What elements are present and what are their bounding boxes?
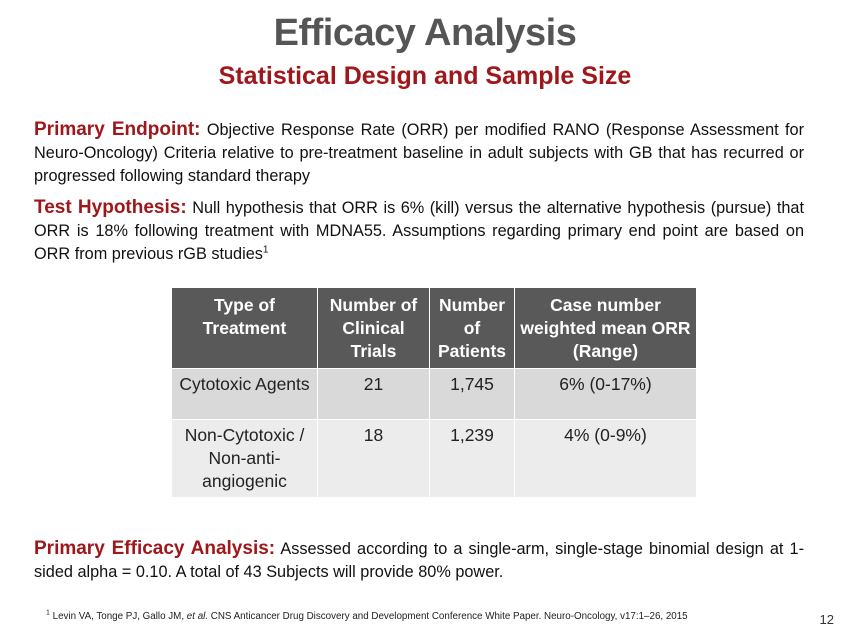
cell-patients: 1,239 — [429, 419, 515, 498]
header-number-of-patients: Number of Patients — [429, 287, 515, 369]
footnote: 1 Levin VA, Tonge PJ, Gallo JM, et al. C… — [46, 609, 688, 622]
header-number-of-clinical-trials: Number of Clinical Trials — [317, 287, 430, 369]
footnote-marker: 1 — [46, 609, 50, 617]
footnote-authors: Levin VA, Tonge PJ, Gallo JM, — [52, 611, 185, 622]
table-header-row: Type of Treatment Number of Clinical Tri… — [171, 287, 697, 369]
cell-treatment: Non-Cytotoxic / Non-anti-angiogenic — [171, 419, 318, 498]
test-hypothesis-paragraph: Test Hypothesis: Null hypothesis that OR… — [34, 196, 804, 266]
primary-endpoint-label: Primary Endpoint: — [34, 119, 201, 140]
table-row: Non-Cytotoxic / Non-anti-angiogenic 18 1… — [171, 419, 697, 498]
slide-title: Efficacy Analysis — [273, 12, 577, 54]
header-weighted-mean-orr: Case number weighted mean ORR (Range) — [514, 287, 697, 369]
cell-patients: 1,745 — [429, 368, 515, 420]
primary-efficacy-paragraph: Primary Efficacy Analysis: Assessed acco… — [34, 537, 804, 584]
footnote-citation: CNS Anticancer Drug Discovery and Develo… — [210, 611, 688, 622]
primary-efficacy-label: Primary Efficacy Analysis: — [34, 538, 276, 559]
test-hypothesis-footnote-ref: 1 — [262, 244, 269, 256]
test-hypothesis-label: Test Hypothesis: — [34, 197, 187, 218]
cell-treatment: Cytotoxic Agents — [171, 368, 318, 420]
header-type-of-treatment: Type of Treatment — [171, 287, 318, 369]
cell-orr: 6% (0-17%) — [514, 368, 697, 420]
test-hypothesis-text: Null hypothesis that ORR is 6% (kill) ve… — [34, 199, 804, 263]
cell-trials: 21 — [317, 368, 430, 420]
primary-endpoint-text: Objective Response Rate (ORR) per modifi… — [34, 121, 804, 185]
cell-orr: 4% (0-9%) — [514, 419, 697, 498]
cell-trials: 18 — [317, 419, 430, 498]
primary-efficacy-text: Assessed according to a single-arm, sing… — [34, 540, 804, 581]
footnote-etal: et al. — [186, 611, 209, 622]
primary-endpoint-paragraph: Primary Endpoint: Objective Response Rat… — [34, 118, 804, 188]
page-number: 12 — [819, 612, 834, 627]
table-row: Cytotoxic Agents 21 1,745 6% (0-17%) — [171, 368, 697, 420]
slide-subtitle: Statistical Design and Sample Size — [218, 62, 632, 90]
orr-studies-table: Type of Treatment Number of Clinical Tri… — [171, 287, 697, 498]
